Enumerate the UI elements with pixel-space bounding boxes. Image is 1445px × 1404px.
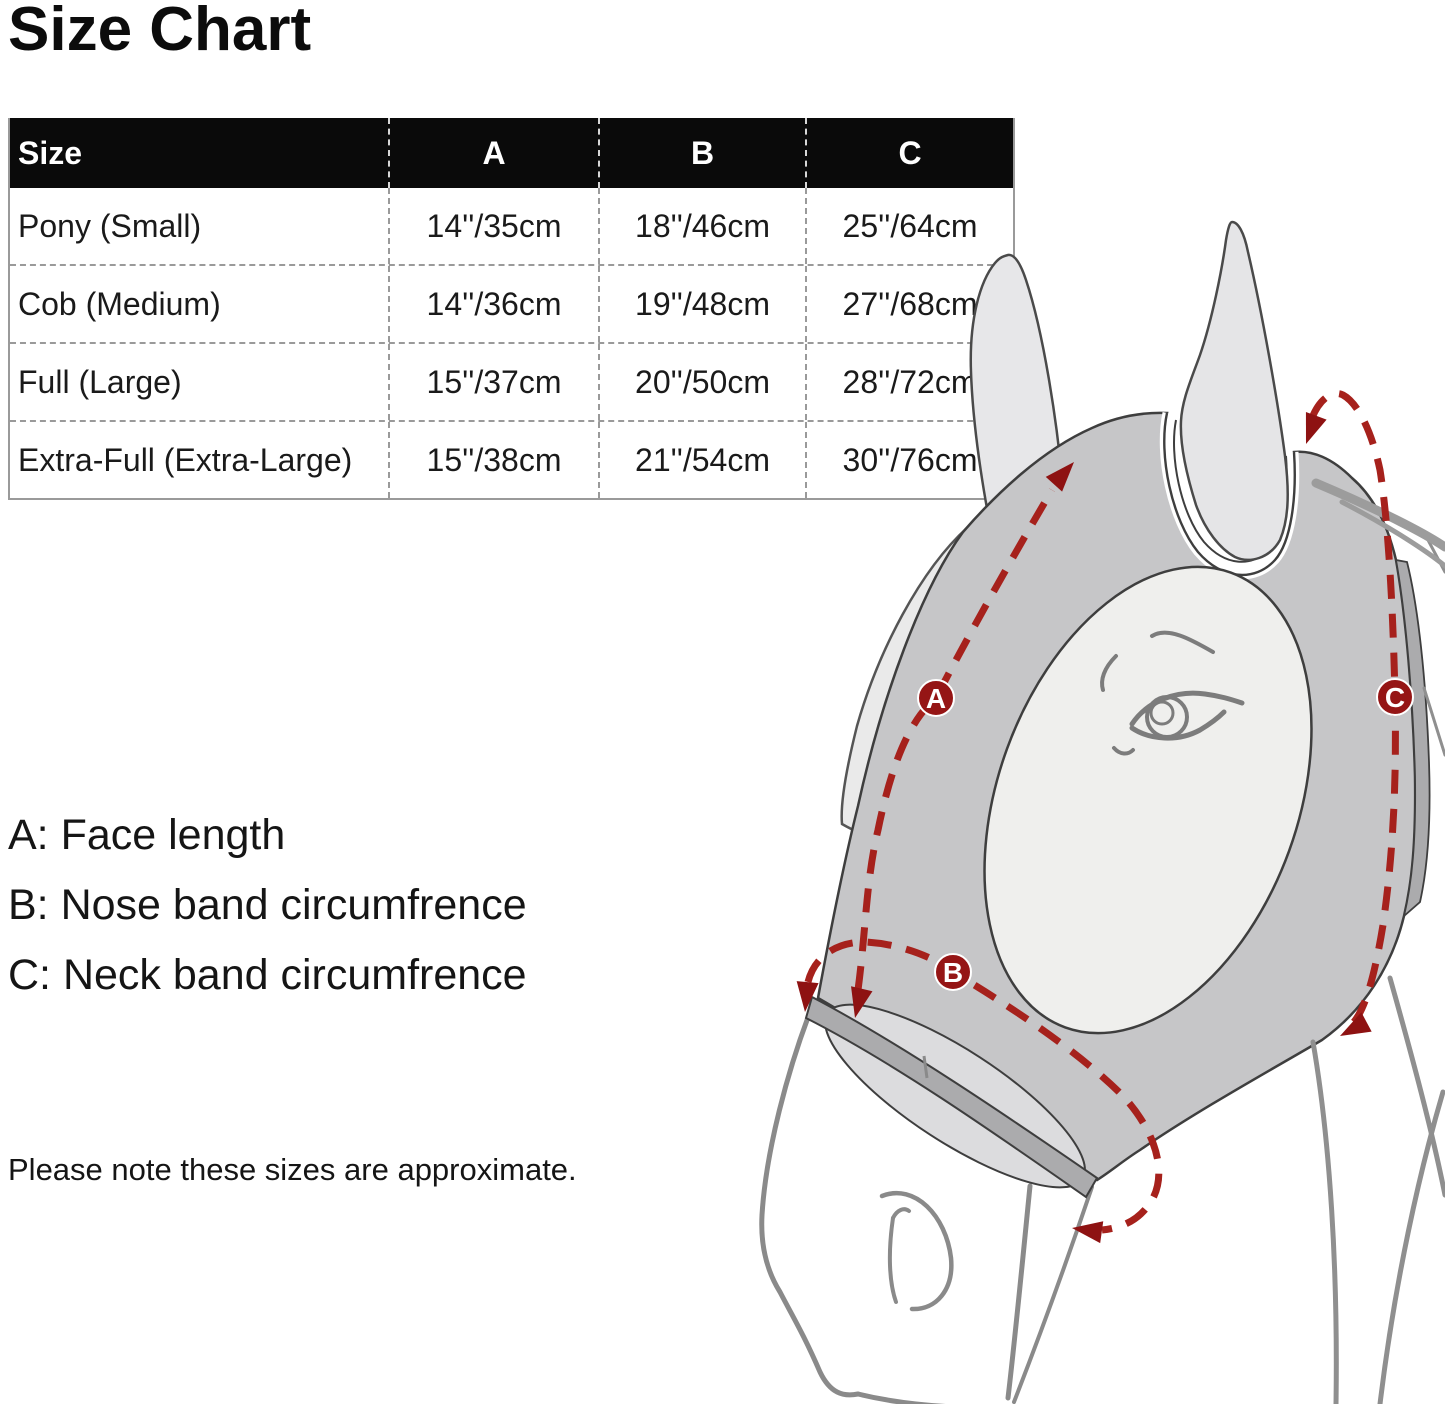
label-a-text: A <box>926 683 946 714</box>
legend-line-c: C: Neck band circumfrence <box>8 951 527 999</box>
muzzle-outline <box>759 1009 1094 1404</box>
size-name: Pony (Small) <box>10 188 390 264</box>
mane-wisps <box>1311 478 1445 569</box>
mask-nose-band <box>804 995 1099 1199</box>
label-a-badge <box>917 679 955 717</box>
page-title: Size Chart <box>8 0 312 64</box>
column-header-b: B <box>600 118 807 188</box>
table-row: Extra-Full (Extra-Large) 15''/38cm 21''/… <box>10 422 1013 498</box>
value-a: 15''/37cm <box>390 344 600 420</box>
table-row: Full (Large) 15''/37cm 20''/50cm 28''/72… <box>10 344 1013 422</box>
label-b-text: B <box>943 957 963 988</box>
size-table: Size A B C Pony (Small) 14''/35cm 18''/4… <box>8 118 1015 500</box>
size-name: Extra-Full (Extra-Large) <box>10 422 390 498</box>
table-row: Pony (Small) 14''/35cm 18''/46cm 25''/64… <box>10 188 1013 266</box>
size-name: Full (Large) <box>10 344 390 420</box>
legend-line-b: B: Nose band circumfrence <box>8 881 527 929</box>
value-a: 15''/38cm <box>390 422 600 498</box>
measurement-legend: A: Face length B: Nose band circumfrence… <box>8 800 527 1010</box>
label-b-badge <box>934 953 972 991</box>
value-c: 27''/68cm <box>842 285 978 322</box>
horse-fly-mask-diagram: A B C <box>759 220 1445 1404</box>
value-a: 14''/35cm <box>390 188 600 264</box>
value-a: 14''/36cm <box>390 266 600 342</box>
legend-line-a: A: Face length <box>8 811 286 859</box>
label-c-text: C <box>1385 682 1405 713</box>
value-b: 18''/46cm <box>600 188 807 264</box>
horse-right-ear <box>1179 220 1289 562</box>
measure-arrowheads <box>796 412 1372 1244</box>
label-c-badge <box>1376 678 1414 716</box>
mask-face-panel <box>983 565 1313 1035</box>
column-header-a: A <box>390 118 600 188</box>
value-c: 28''/72cm <box>842 363 978 400</box>
measure-line-a <box>854 488 1056 991</box>
table-row: Cob (Medium) 14''/36cm 19''/48cm 27''/68… <box>10 266 1013 344</box>
approximate-sizes-note: Please note these sizes are approximate. <box>8 1152 577 1187</box>
band-seam <box>922 1055 929 1079</box>
value-c: 25''/64cm <box>842 207 978 244</box>
value-b: 19''/48cm <box>600 266 807 342</box>
value-c: 30''/76cm <box>842 441 978 478</box>
value-b: 20''/50cm <box>600 344 807 420</box>
value-b: 21''/54cm <box>600 422 807 498</box>
measure-line-c <box>1308 390 1399 1027</box>
size-name: Cob (Medium) <box>10 266 390 342</box>
column-header-size: Size <box>10 118 390 188</box>
horse-eye <box>1100 630 1245 756</box>
column-header-c: C <box>898 134 922 171</box>
table-header-row: Size A B C <box>10 118 1013 188</box>
